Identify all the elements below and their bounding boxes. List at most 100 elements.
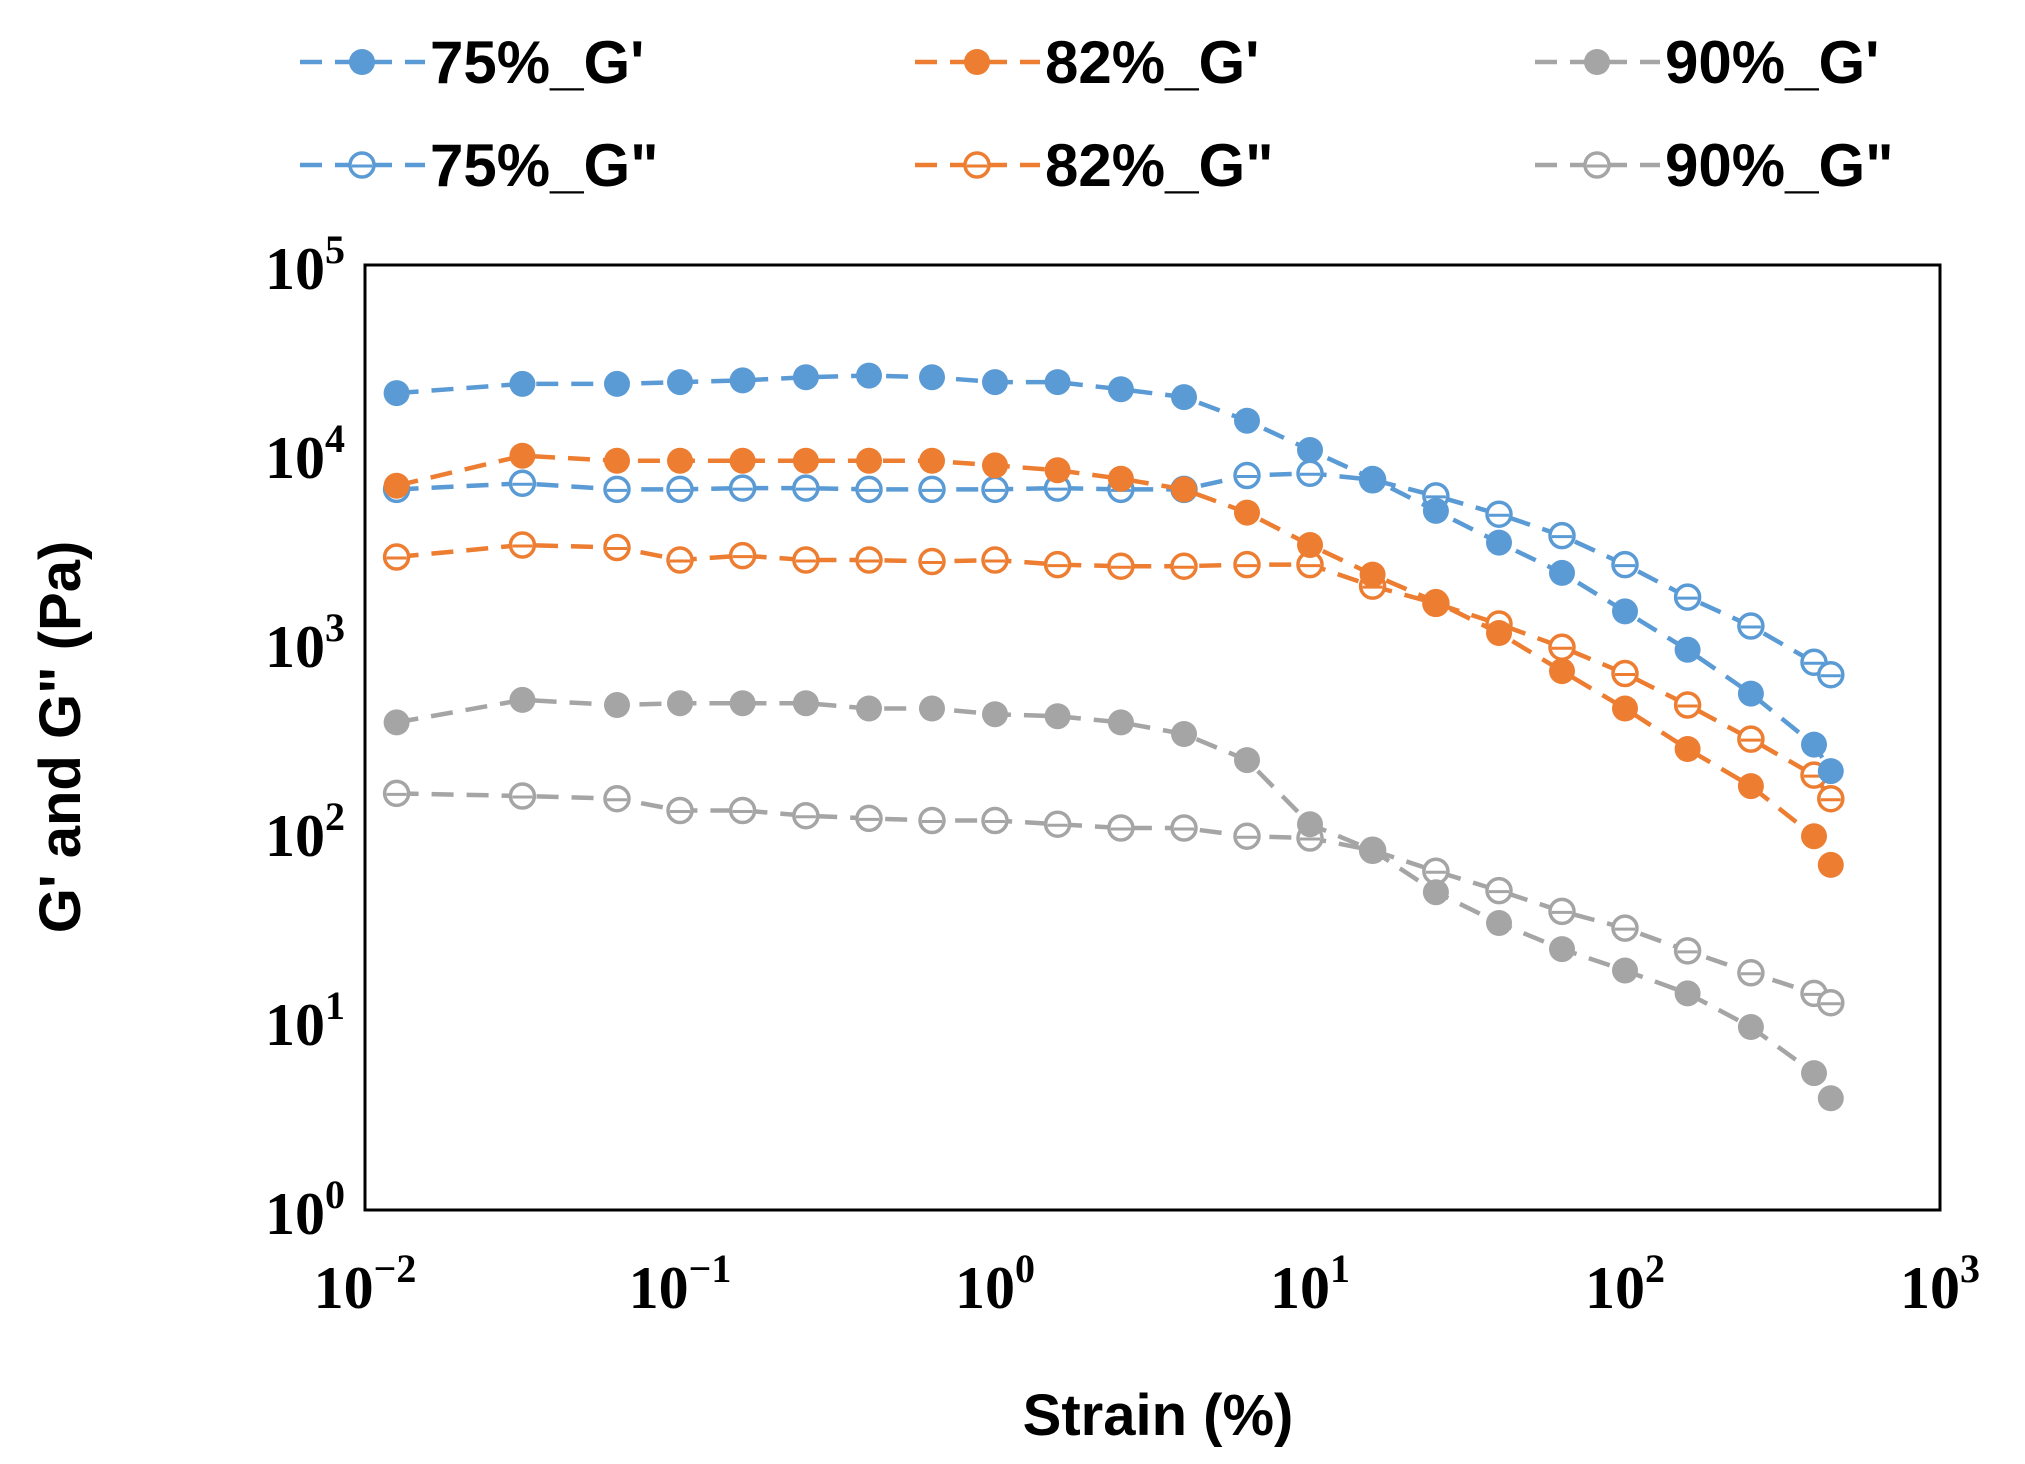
data-point xyxy=(982,369,1008,396)
y-tick-label: 103 xyxy=(265,605,345,680)
data-point xyxy=(383,380,410,407)
data-point xyxy=(1737,773,1764,800)
data-point xyxy=(1297,437,1323,463)
legend-label: 75%_G' xyxy=(430,29,644,96)
legend-entry-90pct-gp: 90%_G' xyxy=(1535,29,1879,96)
data-point xyxy=(1171,384,1197,411)
data-point xyxy=(856,447,882,474)
data-point xyxy=(383,709,410,736)
data-point xyxy=(919,364,945,391)
data-point xyxy=(1297,811,1323,838)
data-point xyxy=(509,370,536,397)
data-point xyxy=(667,447,693,474)
data-point xyxy=(1107,376,1134,403)
data-point xyxy=(1107,709,1134,736)
data-point xyxy=(1737,1014,1764,1040)
legend-swatch-marker xyxy=(964,49,990,75)
data-point xyxy=(1801,823,1827,850)
data-point xyxy=(1486,529,1512,556)
data-point xyxy=(1486,910,1512,936)
data-point xyxy=(1737,680,1764,707)
y-axis-ticks: 100 101 102 103 104 105 xyxy=(265,227,345,1247)
data-point xyxy=(604,447,630,474)
y-axis-title: G' and G" (Pa) xyxy=(28,541,93,934)
y-tick-label: 100 xyxy=(265,1172,345,1247)
x-tick-label: 101 xyxy=(1270,1246,1350,1321)
data-point xyxy=(1549,936,1575,963)
data-point xyxy=(1549,658,1575,685)
legend: 75%_G' 82%_G' 90%_G' 75%_G" 82%_G" 90%_G" xyxy=(300,29,1894,199)
data-point xyxy=(1044,703,1071,730)
data-point xyxy=(1234,407,1260,434)
data-point xyxy=(729,690,756,717)
data-point xyxy=(1549,559,1575,586)
x-axis-ticks: 10−2 10−1 100 101 102 103 xyxy=(314,1246,1980,1321)
x-tick-label: 10−1 xyxy=(629,1246,732,1321)
data-point xyxy=(1612,598,1638,625)
data-point xyxy=(856,695,882,722)
data-point xyxy=(1674,736,1701,762)
data-point xyxy=(1171,476,1197,503)
data-point xyxy=(1422,588,1449,615)
data-point xyxy=(919,447,945,474)
series-layer xyxy=(382,362,1845,1112)
data-point xyxy=(982,701,1008,728)
legend-swatch-marker xyxy=(349,49,375,75)
legend-label: 82%_G' xyxy=(1045,29,1259,96)
series-82pct-gp xyxy=(383,442,1844,878)
data-point xyxy=(1674,636,1701,663)
data-point xyxy=(792,364,819,391)
data-point xyxy=(919,695,945,722)
legend-label: 75%_G" xyxy=(430,132,659,199)
legend-label: 82%_G" xyxy=(1045,132,1274,199)
data-point xyxy=(1801,1060,1827,1087)
legend-swatch-marker xyxy=(1584,49,1610,75)
x-axis-title: Strain (%) xyxy=(1023,1383,1294,1448)
data-point xyxy=(1359,837,1386,864)
plot-area-frame xyxy=(363,263,1942,1212)
data-point xyxy=(1234,499,1260,526)
data-point xyxy=(1234,747,1260,774)
legend-entry-82pct-gpp: 82%_G" xyxy=(915,132,1274,199)
x-tick-label: 10−2 xyxy=(314,1246,417,1321)
data-point xyxy=(1801,731,1827,758)
data-point xyxy=(1171,721,1197,747)
x-tick-label: 103 xyxy=(1900,1246,1980,1321)
data-point xyxy=(1044,369,1071,396)
data-point xyxy=(1107,465,1134,492)
series-line-82pct-gp xyxy=(396,453,1833,867)
series-90pct-gpp xyxy=(382,779,1845,1017)
data-point xyxy=(729,447,756,474)
data-point xyxy=(1817,758,1844,785)
data-point xyxy=(509,686,536,713)
y-tick-label: 102 xyxy=(265,794,345,869)
x-tick-label: 102 xyxy=(1585,1246,1665,1321)
data-point xyxy=(667,690,693,717)
series-90pct-gp xyxy=(383,686,1844,1112)
data-point xyxy=(1612,695,1638,722)
y-tick-label: 101 xyxy=(265,983,345,1058)
data-point xyxy=(383,472,410,499)
data-point xyxy=(1486,620,1512,646)
legend-label: 90%_G" xyxy=(1665,132,1894,199)
data-point xyxy=(604,370,630,397)
legend-entry-82pct-gp: 82%_G' xyxy=(915,29,1259,96)
data-point xyxy=(792,447,819,474)
data-point xyxy=(1612,957,1638,984)
data-point xyxy=(1359,465,1386,492)
data-point xyxy=(982,452,1008,479)
data-point xyxy=(667,369,693,396)
data-point xyxy=(792,690,819,717)
data-point xyxy=(1297,532,1323,558)
series-75pct-gp xyxy=(383,362,1844,785)
legend-label: 90%_G' xyxy=(1665,29,1879,96)
y-tick-label: 104 xyxy=(265,416,345,491)
legend-entry-75pct-gpp: 75%_G" xyxy=(300,132,659,199)
data-point xyxy=(729,367,756,394)
data-point xyxy=(1359,561,1386,588)
data-point xyxy=(604,692,630,718)
data-point xyxy=(1817,851,1844,878)
data-point xyxy=(1422,497,1449,524)
data-point xyxy=(1817,1085,1844,1112)
